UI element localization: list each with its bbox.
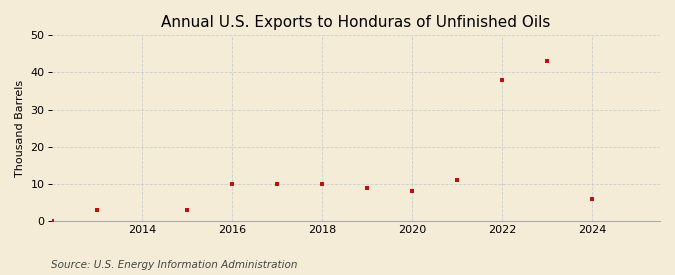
Point xyxy=(407,189,418,194)
Point xyxy=(497,78,508,82)
Point xyxy=(587,197,598,201)
Title: Annual U.S. Exports to Honduras of Unfinished Oils: Annual U.S. Exports to Honduras of Unfin… xyxy=(161,15,551,30)
Y-axis label: Thousand Barrels: Thousand Barrels xyxy=(15,80,25,177)
Point xyxy=(182,208,192,212)
Text: Source: U.S. Energy Information Administration: Source: U.S. Energy Information Administ… xyxy=(51,260,297,270)
Point xyxy=(362,185,373,190)
Point xyxy=(452,178,462,182)
Point xyxy=(91,208,102,212)
Point xyxy=(542,59,553,64)
Point xyxy=(317,182,327,186)
Point xyxy=(227,182,238,186)
Point xyxy=(46,219,57,223)
Point xyxy=(271,182,282,186)
